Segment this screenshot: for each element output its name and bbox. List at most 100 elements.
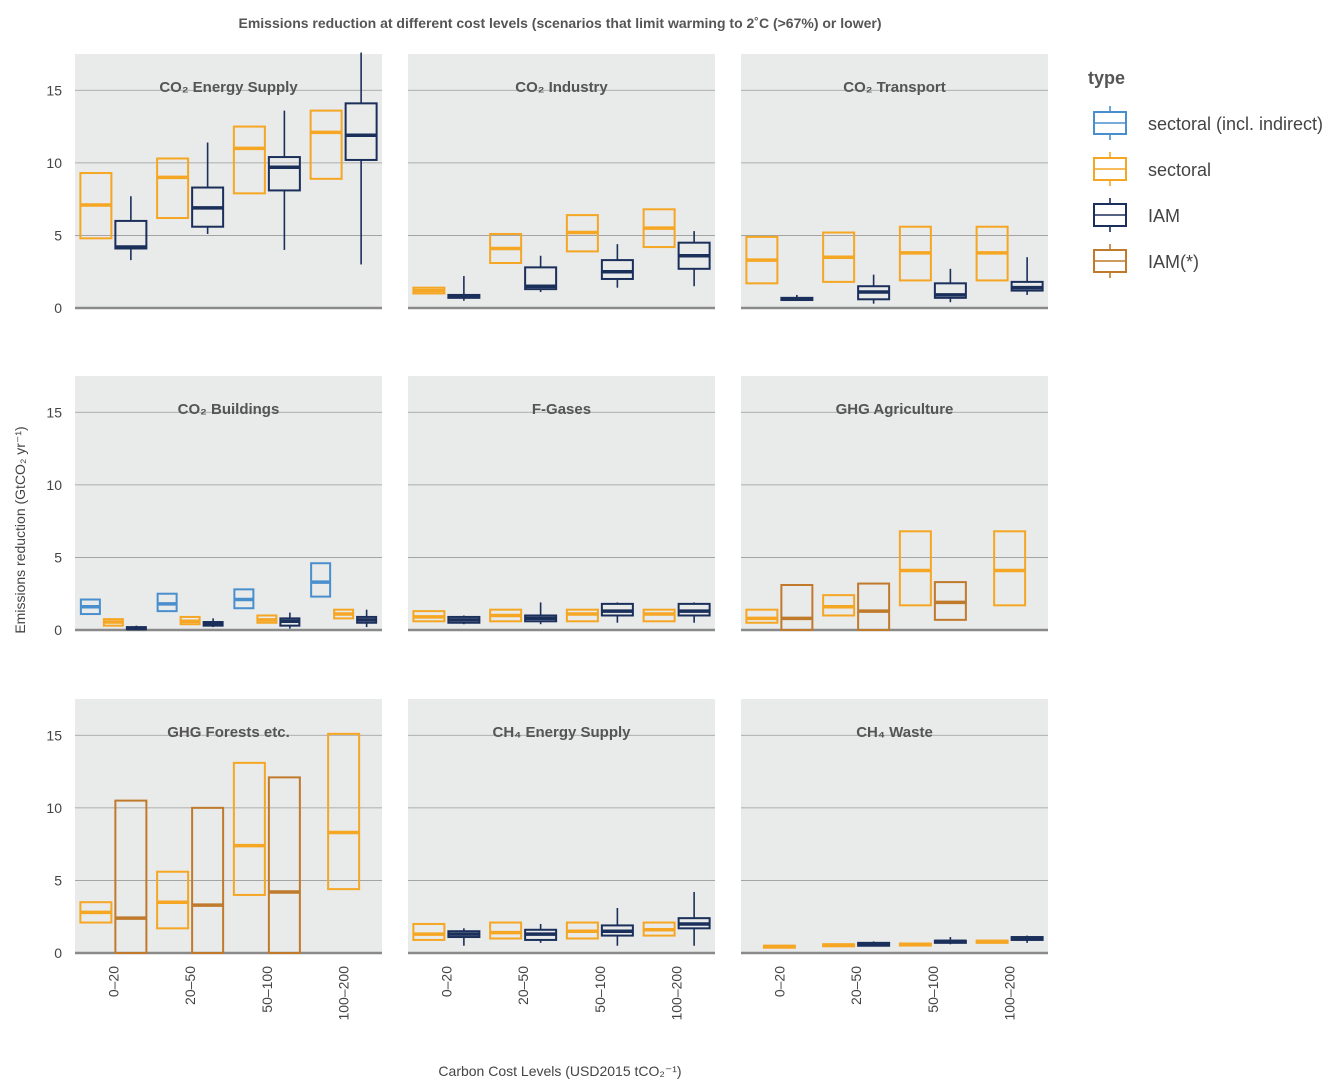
facet-title: F-Gases xyxy=(532,401,591,418)
box-sectoral_indirect xyxy=(79,598,101,616)
panel-background xyxy=(408,699,715,953)
box-sectoral xyxy=(975,939,1009,944)
box-body xyxy=(993,530,1027,607)
box-sectoral xyxy=(898,530,932,607)
box-IAM xyxy=(356,609,378,628)
x-tick-label: 0–20 xyxy=(105,966,121,997)
box-IAM_star xyxy=(857,582,891,631)
y-tick-label: 5 xyxy=(54,872,62,888)
box-IAM_star xyxy=(933,581,967,621)
y-tick-label: 0 xyxy=(54,622,62,638)
facet-title: CO₂ Transport xyxy=(843,79,946,96)
y-tick-label: 15 xyxy=(46,404,62,420)
box-sectoral xyxy=(565,921,599,940)
box-sectoral xyxy=(642,921,676,937)
box-sectoral xyxy=(327,732,361,891)
x-tick-label: 0–20 xyxy=(438,966,454,997)
box-IAM xyxy=(1010,935,1044,943)
box-IAM xyxy=(125,625,147,631)
legend-item-IAM_star: IAM(*) xyxy=(1093,244,1199,278)
box-IAM xyxy=(524,602,558,625)
box-IAM xyxy=(279,612,301,629)
facet-title: CO₂ Buildings xyxy=(178,401,280,418)
x-tick-label: 20–50 xyxy=(515,966,531,1005)
box-sectoral xyxy=(79,901,113,924)
box-sectoral xyxy=(745,235,779,285)
box-IAM xyxy=(447,615,481,625)
box-IAM xyxy=(114,196,148,261)
facet-title: CO₂ Industry xyxy=(515,79,608,96)
box-body xyxy=(267,156,301,192)
box-sectoral_indirect xyxy=(156,592,178,613)
facet-panel: F-Gases xyxy=(408,376,715,632)
x-tick-labels: 0–20 20–50 50–100 100–200 0–20 20–50 50–100 100… xyxy=(105,966,1017,1021)
box-body xyxy=(898,530,932,607)
box-sectoral xyxy=(333,608,355,620)
box-IAM xyxy=(447,928,481,946)
facet-panel: CO₂ Transport xyxy=(741,54,1048,310)
box-IAM xyxy=(677,231,711,287)
box-IAM xyxy=(857,274,891,304)
box-sectoral xyxy=(232,125,266,195)
y-tick-label: 15 xyxy=(46,82,62,98)
box-sectoral xyxy=(762,944,796,949)
panel-background xyxy=(75,699,382,953)
facet-panel: CH₄ Energy Supply xyxy=(408,699,715,955)
y-tick-label: 5 xyxy=(54,227,62,243)
y-tick-label: 5 xyxy=(54,549,62,565)
box-body xyxy=(309,109,343,180)
facet-title: GHG Agriculture xyxy=(836,401,954,418)
box-sectoral xyxy=(822,943,856,948)
x-axis-title: Carbon Cost Levels (USD2015 tCO₂⁻¹) xyxy=(438,1063,681,1079)
x-tick-label: 50–100 xyxy=(592,966,608,1013)
x-tick-label: 50–100 xyxy=(925,966,941,1013)
facet-title: CH₄ Waste xyxy=(856,724,933,741)
box-body xyxy=(232,125,266,195)
box-body xyxy=(310,562,332,598)
box-body xyxy=(191,806,225,954)
box-IAM xyxy=(202,618,224,628)
box-sectoral xyxy=(156,157,190,220)
box-body xyxy=(114,799,148,954)
box-body xyxy=(600,259,634,280)
box-IAM xyxy=(933,937,967,945)
legend-label: sectoral xyxy=(1148,160,1211,180)
box-sectoral xyxy=(412,610,446,623)
box-sectoral xyxy=(309,109,343,180)
box-sectoral xyxy=(79,172,113,240)
box-IAM xyxy=(677,892,711,946)
box-sectoral xyxy=(898,942,932,947)
x-tick-label: 20–50 xyxy=(848,966,864,1005)
box-sectoral_indirect xyxy=(310,562,332,598)
legend: type sectoral (incl. indirect) sectoral IA… xyxy=(1088,68,1323,278)
x-tick-label: 100–200 xyxy=(1002,966,1018,1021)
box-sectoral xyxy=(642,608,676,623)
facet-panel: CH₄ Waste xyxy=(741,699,1048,955)
box-IAM xyxy=(933,268,967,303)
box-sectoral xyxy=(156,870,190,930)
box-IAM xyxy=(524,923,558,943)
box-IAM xyxy=(600,602,634,623)
y-tick-label: 0 xyxy=(54,300,62,316)
x-tick-label: 20–50 xyxy=(182,966,198,1005)
box-sectoral xyxy=(822,594,856,617)
box-sectoral xyxy=(489,232,523,265)
box-body xyxy=(344,102,378,161)
box-body xyxy=(412,922,446,941)
y-tick-label: 10 xyxy=(46,477,62,493)
box-sectoral xyxy=(993,530,1027,607)
facet-panel: CO₂ Energy Supply xyxy=(75,52,382,310)
box-sectoral xyxy=(565,608,599,623)
legend-label: IAM xyxy=(1148,206,1180,226)
x-tick-label: 50–100 xyxy=(259,966,275,1013)
facet-panel: CO₂ Buildings xyxy=(75,376,382,632)
box-IAM xyxy=(600,244,634,288)
facet-title: GHG Forests etc. xyxy=(167,724,290,741)
panel-background xyxy=(75,54,382,308)
panel-background xyxy=(408,54,715,308)
box-body xyxy=(745,608,779,624)
box-sectoral xyxy=(898,225,932,282)
panel-background xyxy=(408,376,715,630)
x-tick-label: 100–200 xyxy=(669,966,685,1021)
box-IAM xyxy=(267,110,301,250)
